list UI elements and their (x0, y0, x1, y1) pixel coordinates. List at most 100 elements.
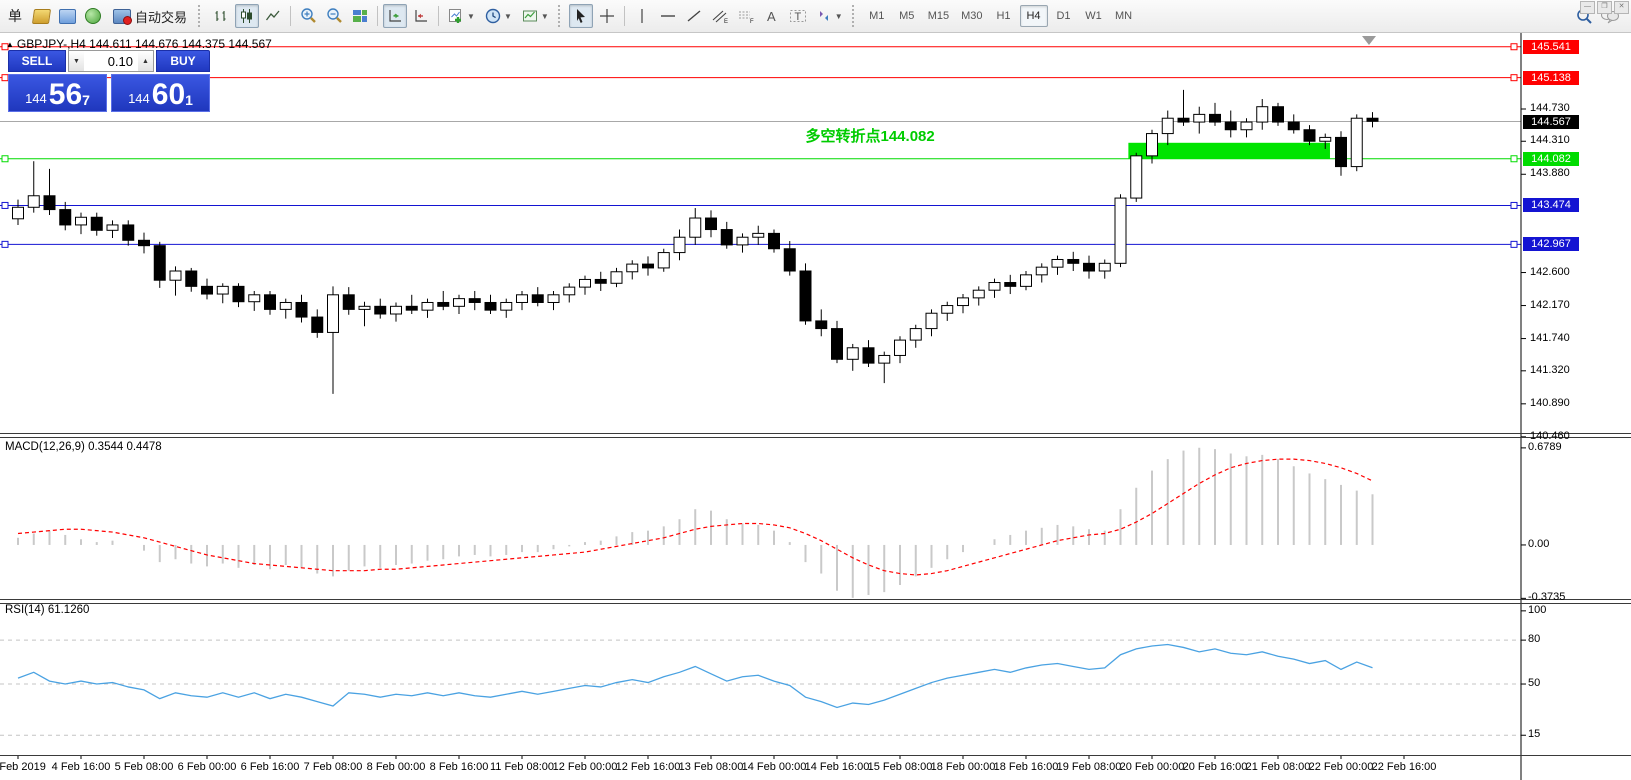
buy-price-big-digits: 60 (151, 78, 186, 111)
timeframe-button-M5[interactable]: M5 (899, 10, 915, 22)
pane-separator[interactable] (0, 437, 1631, 438)
autotrading-label: 自动交易 (135, 9, 188, 25)
chart-shift-marker-icon[interactable] (1362, 36, 1376, 45)
arrows-icon (819, 11, 828, 21)
timeframe-button-W1[interactable]: W1 (1085, 10, 1102, 22)
timeframe-button-M1[interactable]: M1 (869, 10, 885, 22)
toolbar-drag-handle[interactable] (557, 5, 564, 27)
timeframe-button-M30[interactable]: M30 (961, 10, 983, 22)
crosshair-icon (599, 9, 614, 23)
autotrading-button[interactable]: 自动交易 (107, 4, 193, 28)
price-tick-label: 140.890 (1530, 396, 1570, 409)
toolbar-drag-handle[interactable] (851, 5, 858, 27)
toolbar-drag-handle[interactable] (198, 5, 204, 27)
macd-axis-label: -0.3735 (1528, 591, 1566, 604)
period-button[interactable]: ▼ (481, 4, 516, 28)
buy-price-display[interactable]: 144 60 1 (111, 74, 210, 112)
fibonacci-tool-button[interactable]: F (734, 4, 758, 28)
horizontal-line-tool-button[interactable] (656, 4, 680, 28)
bar-chart-type-button[interactable] (209, 4, 233, 28)
macd-axis-label: 0.6789 (1528, 440, 1562, 453)
time-tick-label: 6 Feb 16:00 (240, 761, 300, 773)
time-tick-label: 12 Feb 16:00 (615, 761, 681, 773)
text-tool-button[interactable]: A (760, 4, 784, 28)
buy-price-pip: 1 (185, 92, 193, 108)
time-tick-label: 4 Feb 2019 (0, 761, 46, 773)
new-order-button[interactable]: 单 (3, 4, 27, 28)
time-tick-label: 22 Feb 00:00 (1308, 761, 1374, 773)
volume-input[interactable]: 0.10 (84, 50, 138, 72)
horizontal-line-icon (660, 15, 675, 17)
new-chart-icon (449, 9, 462, 23)
restore-button[interactable]: ❐ (1597, 1, 1612, 14)
time-tick-label: 8 Feb 00:00 (366, 761, 426, 773)
time-tick-label: 5 Feb 08:00 (114, 761, 174, 773)
time-tick-label: 18 Feb 00:00 (930, 761, 996, 773)
price-level-badge[interactable]: 144.082 (1523, 151, 1579, 166)
zoom-in-button[interactable] (296, 4, 320, 28)
templates-button[interactable]: ▼ (518, 4, 553, 28)
text-label-tool-button[interactable]: T (786, 4, 810, 28)
timeframe-button-D1[interactable]: D1 (1056, 10, 1071, 22)
time-tick-label: 11 Feb 08:00 (489, 761, 555, 773)
price-tick-label: 141.740 (1530, 331, 1570, 344)
price-level-badge[interactable]: 145.541 (1523, 39, 1579, 54)
price-level-badge[interactable]: 145.138 (1523, 70, 1579, 85)
text-label-icon: T (789, 10, 806, 23)
price-tick-label: 142.600 (1530, 265, 1570, 278)
vertical-line-tool-button[interactable] (630, 4, 654, 28)
toolbar: 单 自动交易 (0, 0, 1631, 33)
buy-button[interactable]: BUY (156, 50, 210, 72)
timeframe-button-H1[interactable]: H1 (996, 10, 1011, 22)
timeframe-button-H4[interactable]: H4 (1019, 5, 1048, 27)
toolbar-separator (623, 6, 625, 26)
chart-shift-button[interactable] (409, 4, 433, 28)
close-button[interactable]: ✕ (1614, 1, 1629, 14)
market-watch-button[interactable] (55, 4, 79, 28)
expand-triangle-icon[interactable]: ▲ (6, 40, 14, 49)
zoom-out-button[interactable] (322, 4, 346, 28)
line-chart-type-button[interactable] (261, 4, 285, 28)
price-tick-label: 144.310 (1530, 134, 1570, 147)
new-chart-button[interactable]: ▼ (444, 4, 479, 28)
tile-windows-button[interactable] (348, 4, 372, 28)
sell-button[interactable]: SELL (8, 50, 66, 72)
timeframe-button-M15[interactable]: M15 (927, 10, 950, 22)
pivot-annotation-text[interactable]: 多空转折点144.082 (805, 128, 935, 146)
sell-price-big-digits: 56 (48, 78, 83, 111)
equidistant-channel-tool-button[interactable]: E (708, 4, 732, 28)
volume-decrease-button[interactable]: ▼ (68, 50, 84, 72)
timeframe-button-MN[interactable]: MN (1114, 10, 1133, 22)
auto-scroll-button[interactable] (383, 4, 408, 28)
history-center-button[interactable] (29, 4, 53, 28)
volume-increase-button[interactable]: ▲ (138, 50, 154, 72)
sell-price-display[interactable]: 144 56 7 (8, 74, 107, 112)
crosshair-tool-button[interactable] (595, 4, 619, 28)
signals-button[interactable] (81, 4, 105, 28)
candlestick-chart-type-button[interactable] (235, 4, 260, 28)
rsi-indicator-label: RSI(14) 61.1260 (5, 604, 90, 616)
symbol-info-bar[interactable]: ▲ GBPJPY-,H4 144.611 144.676 144.375 144.… (6, 37, 272, 51)
fibonacci-icon: F (738, 11, 754, 24)
price-level-badge[interactable]: 143.474 (1523, 198, 1579, 213)
arrows-tool-button[interactable]: ▼ (812, 4, 847, 28)
signals-icon (85, 8, 101, 24)
pane-separator[interactable] (0, 599, 1631, 600)
time-tick-label: 20 Feb 00:00 (1119, 761, 1185, 773)
cursor-tool-button[interactable] (568, 4, 593, 28)
time-tick-label: 7 Feb 08:00 (303, 761, 363, 773)
price-level-badge[interactable]: 142.967 (1523, 237, 1579, 252)
sell-price-prefix: 144 (25, 91, 47, 106)
rsi-axis-label: 50 (1528, 677, 1541, 690)
time-tick-label: 14 Feb 16:00 (804, 761, 870, 773)
minimize-button[interactable]: — (1580, 1, 1595, 14)
candlestick-icon (241, 9, 253, 23)
pane-separator[interactable] (0, 433, 1631, 434)
rsi-axis-label: 100 (1528, 603, 1547, 616)
current-price-badge[interactable]: 144.567 (1523, 114, 1579, 129)
pane-separator[interactable] (0, 603, 1631, 604)
price-tick-label: 142.170 (1530, 298, 1570, 311)
trendline-tool-button[interactable] (682, 4, 706, 28)
